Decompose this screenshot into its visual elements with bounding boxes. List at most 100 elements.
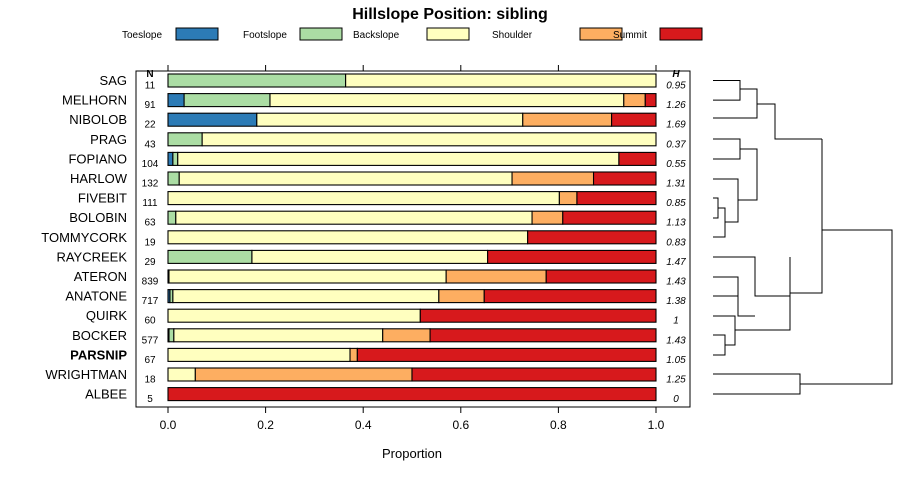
bar-tommycork-backslope: [167, 230, 529, 245]
dendrogram-branch: [713, 315, 736, 346]
legend-label-shoulder: Shoulder: [492, 30, 533, 41]
bar-harlow-shoulder: [511, 171, 595, 186]
chart-title: Hillslope Position: sibling: [352, 6, 548, 23]
n-value-ateron: 839: [142, 277, 159, 288]
bar-quirk-summit: [419, 308, 657, 323]
h-value-tommycork: 0.83: [666, 237, 686, 248]
bar-nibolob-toeslope: [167, 112, 258, 127]
h-value-albee: 0: [673, 394, 679, 405]
row-label-quirk: QUIRK: [86, 308, 128, 323]
plot-panel: [135, 70, 691, 408]
dendrogram-branch: [713, 80, 741, 101]
bar-parsnip-shoulder: [349, 347, 358, 362]
legend-label-summit: Summit: [613, 30, 647, 41]
bar-ateron-shoulder: [445, 269, 547, 284]
legend: Toeslope Footslope Backslope Shoulder Summit: [122, 27, 703, 41]
bar-melhorn-toeslope: [167, 93, 185, 108]
h-value-ateron: 1.43: [666, 277, 686, 288]
bar-anatone-backslope: [172, 289, 440, 304]
bar-bocker-shoulder: [382, 328, 431, 343]
bar-melhorn-summit: [644, 93, 657, 108]
x-tick-label: 0.8: [550, 418, 567, 432]
bar-nibolob-summit: [611, 112, 657, 127]
h-value-parsnip: 1.05: [666, 355, 686, 366]
h-value-nibolob: 1.69: [666, 120, 686, 131]
bar-albee-summit: [167, 387, 657, 402]
dendrogram-branch: [713, 334, 726, 356]
legend-label-backslope: Backslope: [353, 30, 400, 41]
row-label-prag: PRAG: [90, 132, 127, 147]
bar-prag-backslope: [201, 132, 657, 147]
h-value-harlow: 1.31: [666, 179, 685, 190]
bar-raycreek-summit: [487, 249, 657, 264]
bar-prag-footslope: [167, 132, 203, 147]
bar-bocker-footslope: [168, 328, 175, 343]
bar-melhorn-backslope: [269, 93, 625, 108]
row-label-sag: SAG: [100, 73, 127, 88]
h-value-anatone: 1.38: [666, 296, 686, 307]
h-value-bocker: 1.43: [666, 335, 686, 346]
n-value-sag: 11: [145, 81, 156, 92]
bar-wrightman-shoulder: [194, 367, 413, 382]
bar-wrightman-summit: [411, 367, 657, 382]
x-tick-label: 0.4: [355, 418, 372, 432]
row-label-fopiano: FOPIANO: [68, 151, 127, 166]
n-value-wrightman: 18: [144, 375, 156, 386]
row-label-tommycork: TOMMYCORK: [41, 230, 127, 245]
dendrogram-branch: [738, 148, 758, 201]
legend-swatch-backslope: [426, 27, 470, 41]
x-tick-label: 0.6: [452, 418, 469, 432]
h-value-raycreek: 1.47: [666, 257, 686, 268]
n-value-nibolob: 22: [144, 120, 156, 131]
h-value-quirk: 1: [673, 316, 679, 327]
n-value-bocker: 577: [142, 335, 159, 346]
row-label-melhorn: MELHORN: [62, 93, 127, 108]
bar-melhorn-shoulder: [623, 93, 646, 108]
h-value-bolobin: 1.13: [666, 218, 686, 229]
dendrogram-branch: [713, 197, 719, 219]
dendrogram-branch: [735, 257, 791, 331]
n-header: N: [146, 69, 153, 80]
h-value-fivebit: 0.85: [666, 198, 686, 209]
row-label-bolobin: BOLOBIN: [69, 210, 127, 225]
bar-fivebit-summit: [576, 191, 657, 206]
n-value-fopiano: 104: [142, 159, 159, 170]
dendrogram-branch: [757, 103, 822, 140]
row-label-harlow: HARLOW: [70, 171, 128, 186]
row-label-nibolob: NIBOLOB: [69, 112, 127, 127]
plot-area: SAG 11 0.95 MELHORN 91 1.26 NIBOLOB 22 1.69 PRAG 4…: [41, 73, 686, 405]
row-label-albee: ALBEE: [85, 387, 127, 402]
h-value-prag: 0.37: [666, 139, 686, 150]
bar-bocker-summit: [429, 328, 657, 343]
row-label-anatone: ANATONE: [65, 289, 127, 304]
n-value-parsnip: 67: [144, 355, 156, 366]
x-axis: 0.0 0.2 0.4 0.6 0.8 1.0: [160, 65, 665, 432]
bar-nibolob-backslope: [256, 112, 524, 127]
x-tick-label: 1.0: [648, 418, 665, 432]
row-label-ateron: ATERON: [74, 269, 127, 284]
dendrogram-branch: [790, 139, 823, 294]
n-value-quirk: 60: [144, 316, 156, 327]
bar-melhorn-footslope: [183, 93, 271, 108]
x-axis-label: Proportion: [382, 446, 442, 461]
bar-anatone-shoulder: [438, 289, 485, 304]
dendrogram-branch: [713, 256, 790, 297]
legend-label-footslope: Footslope: [243, 30, 287, 41]
h-value-melhorn: 1.26: [666, 100, 686, 111]
bar-fopiano-toeslope: [167, 151, 174, 166]
n-value-raycreek: 29: [144, 257, 156, 268]
n-value-anatone: 717: [142, 296, 159, 307]
bar-sag-backslope: [345, 73, 657, 88]
bar-ateron-summit: [545, 269, 657, 284]
h-value-sag: 0.95: [666, 81, 686, 92]
bar-parsnip-backslope: [167, 347, 351, 362]
legend-swatch-summit: [659, 27, 703, 41]
legend-swatch-shoulder: [579, 27, 623, 41]
x-tick-label: 0.2: [257, 418, 274, 432]
n-value-albee: 5: [147, 394, 153, 405]
bar-anatone-summit: [483, 289, 657, 304]
bar-fopiano-backslope: [177, 151, 620, 166]
h-value-fopiano: 0.55: [666, 159, 686, 170]
dendrogram-branch: [713, 207, 726, 238]
